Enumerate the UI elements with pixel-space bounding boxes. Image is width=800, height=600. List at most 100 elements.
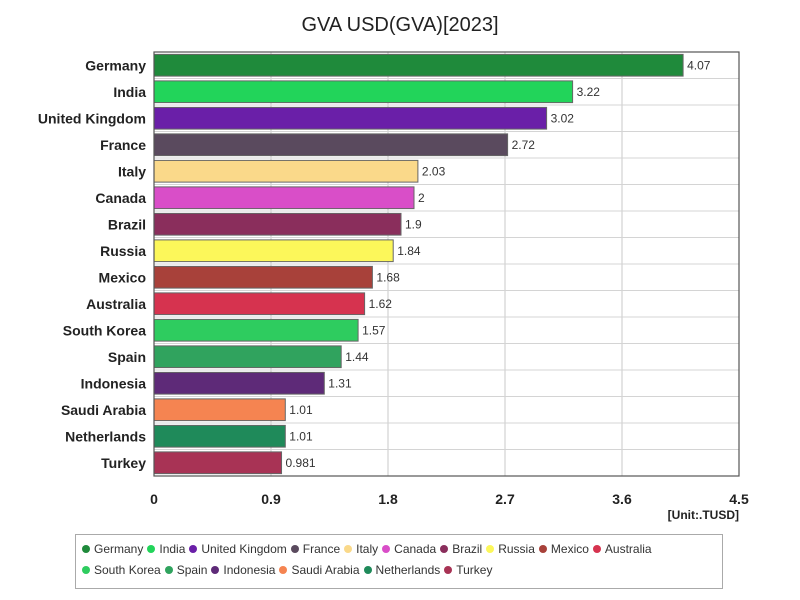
- legend-label: France: [302, 542, 341, 556]
- legend-item[interactable]: Australia: [592, 542, 652, 556]
- legend-swatch-icon: [538, 545, 547, 553]
- legend-item[interactable]: Spain: [164, 563, 208, 577]
- bar-united-kingdom: [153, 106, 548, 130]
- category-label: Netherlands: [65, 428, 146, 444]
- legend-label: Canada: [394, 542, 437, 556]
- legend-label: Spain: [176, 563, 208, 577]
- bar-netherlands: [153, 424, 286, 448]
- bar-france: [153, 133, 509, 157]
- category-label: South Korea: [63, 322, 146, 338]
- legend-item[interactable]: Netherlands: [363, 563, 441, 577]
- legend-swatch-icon: [189, 545, 198, 553]
- category-label: France: [100, 137, 146, 153]
- legend-item[interactable]: Turkey: [444, 563, 492, 577]
- bar-italy: [153, 159, 419, 183]
- legend-item[interactable]: Saudi Arabia: [279, 563, 360, 577]
- legend-item[interactable]: France: [290, 542, 341, 556]
- value-label: 1.01: [289, 403, 313, 417]
- x-tick-label: 0: [150, 491, 158, 507]
- legend-label: Saudi Arabia: [291, 563, 360, 577]
- legend-swatch-icon: [444, 566, 453, 574]
- legend-label: India: [159, 542, 186, 556]
- legend-swatch-icon: [382, 545, 391, 553]
- legend-swatch-icon: [440, 545, 449, 553]
- bar-turkey: [153, 451, 283, 475]
- legend-item[interactable]: Brazil: [440, 542, 482, 556]
- label-layer: 0 0.9 1.8 2.7 3.6 4.5 Germany 4.07 India 3.22 Unit…: [38, 57, 749, 507]
- bar-saudi-arabia: [153, 398, 286, 422]
- legend-swatch-icon: [279, 566, 288, 574]
- category-label: Germany: [85, 57, 146, 73]
- value-label: 1.68: [376, 270, 400, 284]
- legend-swatch-icon: [592, 545, 601, 553]
- bar-mexico: [153, 265, 373, 289]
- value-label: 2.03: [422, 164, 446, 178]
- value-label: 1.62: [369, 297, 393, 311]
- category-label: Australia: [86, 296, 146, 312]
- value-label: 4.07: [687, 58, 711, 72]
- x-tick-label: 1.8: [378, 491, 398, 507]
- legend-item[interactable]: Italy: [344, 542, 378, 556]
- bar-layer: [153, 53, 684, 475]
- legend-item[interactable]: India: [147, 542, 185, 556]
- value-label: 1.01: [289, 429, 313, 443]
- legend-swatch-icon: [344, 545, 353, 553]
- value-label: 1.9: [405, 217, 422, 231]
- unit-label: [Unit:.TUSD]: [667, 508, 739, 522]
- bar-india: [153, 80, 574, 104]
- legend-swatch-icon: [82, 545, 90, 553]
- chart-title: GVA USD(GVA)[2023]: [301, 14, 499, 36]
- category-label: India: [113, 84, 146, 100]
- legend-label: Russia: [498, 542, 535, 556]
- legend-item[interactable]: Canada: [382, 542, 436, 556]
- x-tick-label: 2.7: [495, 491, 515, 507]
- bar-brazil: [153, 212, 402, 236]
- bar-south-korea: [153, 318, 359, 342]
- x-tick-label: 3.6: [612, 491, 632, 507]
- bar-germany: [153, 53, 684, 77]
- category-label: Spain: [108, 349, 146, 365]
- bar-canada: [153, 186, 415, 210]
- category-label: Italy: [118, 163, 146, 179]
- legend-swatch-icon: [164, 566, 173, 574]
- value-label: 1.57: [362, 323, 386, 337]
- value-label: 3.22: [577, 85, 601, 99]
- category-label: Brazil: [108, 216, 146, 232]
- legend-label: Australia: [604, 542, 652, 556]
- legend-label: Netherlands: [375, 563, 441, 577]
- legend-swatch-icon: [290, 545, 299, 553]
- value-label: 3.02: [551, 111, 575, 125]
- bar-indonesia: [153, 371, 325, 395]
- value-label: 2.72: [512, 138, 536, 152]
- legend-item[interactable]: Indonesia: [211, 563, 275, 577]
- legend-item[interactable]: Russia: [486, 542, 535, 556]
- legend-swatch-icon: [147, 545, 156, 553]
- legend-swatch-icon: [82, 566, 90, 574]
- category-label: United Kingdom: [38, 110, 146, 126]
- category-label: Canada: [95, 190, 146, 206]
- legend-label: United Kingdom: [201, 542, 287, 556]
- legend-item[interactable]: South Korea: [82, 563, 161, 577]
- legend-label: Mexico: [550, 542, 589, 556]
- value-label: 2: [418, 191, 425, 205]
- legend-item[interactable]: Mexico: [538, 542, 589, 556]
- value-label: 1.44: [345, 350, 369, 364]
- category-label: Mexico: [99, 269, 146, 285]
- legend-swatch-icon: [486, 545, 495, 553]
- legend: Germany India United Kingdom France Italy Can…: [75, 534, 723, 589]
- legend-label: Italy: [356, 542, 379, 556]
- legend-label: Brazil: [452, 542, 483, 556]
- category-label: Turkey: [101, 455, 146, 471]
- value-label: 1.31: [328, 376, 352, 390]
- bar-spain: [153, 345, 342, 369]
- legend-item[interactable]: United Kingdom: [189, 542, 287, 556]
- legend-label: South Korea: [94, 563, 161, 577]
- grid-layer: [153, 52, 740, 476]
- bar-russia: [153, 239, 394, 263]
- category-label: Saudi Arabia: [61, 402, 146, 418]
- category-label: Indonesia: [81, 375, 147, 391]
- legend-swatch-icon: [363, 566, 372, 574]
- legend-label: Turkey: [456, 563, 493, 577]
- legend-item[interactable]: Germany: [82, 542, 143, 556]
